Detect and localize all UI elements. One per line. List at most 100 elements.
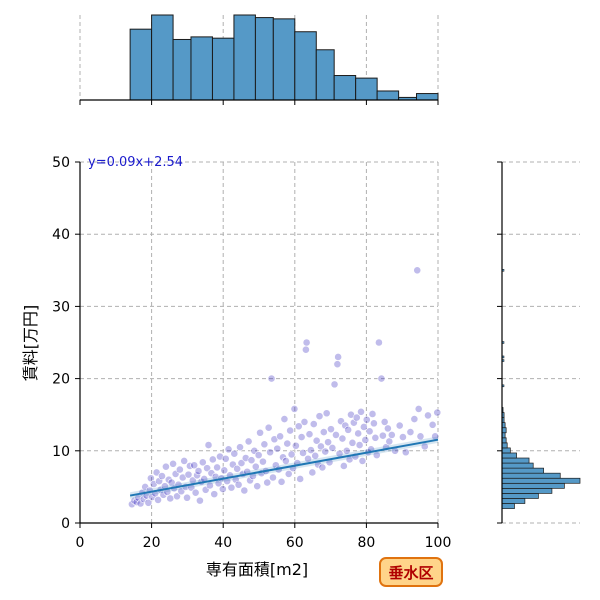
scatter-point [371, 433, 380, 442]
top-hist-bar [233, 14, 256, 101]
top-hist-bar [355, 77, 378, 101]
scatter-point [395, 421, 404, 430]
scatter-point [175, 465, 184, 474]
right-hist-bar [501, 477, 581, 484]
top-hist-bar [315, 49, 335, 101]
scatter-point [294, 422, 303, 431]
scatter-point [330, 380, 339, 389]
scatter-point [322, 409, 331, 418]
regression-line [129, 438, 439, 497]
scatter-point [341, 421, 350, 430]
scatter-point [297, 433, 306, 441]
x-tick-label: 40 [214, 535, 232, 551]
scatter-point [365, 427, 374, 436]
scatter-point [234, 480, 243, 489]
scatter-point [312, 436, 321, 445]
scatter-point [375, 338, 383, 347]
scatter-point [385, 437, 394, 446]
scatter-point [136, 499, 145, 508]
scatter-point [414, 405, 423, 413]
scatter-point [254, 451, 263, 460]
scatter-point [300, 418, 309, 426]
scatter-point [338, 434, 347, 443]
scatter-point [230, 449, 239, 458]
scatter-point [287, 450, 296, 459]
scatter-point [333, 360, 342, 369]
scatter-point [204, 441, 213, 449]
scatter-point [308, 468, 317, 477]
x-tick-label: 60 [286, 535, 304, 551]
scatter-point [256, 428, 264, 437]
scatter-point [152, 468, 161, 477]
scatter-point [220, 466, 229, 475]
top-hist-bar [190, 36, 213, 101]
scatter-point [410, 415, 419, 423]
top-hist-bar [129, 28, 153, 101]
scatter-point [299, 449, 307, 457]
scatter-point [352, 413, 361, 422]
scatter-point [328, 444, 337, 452]
x-axis-title: 専有面積[m2] [206, 560, 308, 579]
scatter-point [377, 374, 386, 383]
scatter-point [180, 457, 189, 465]
scatter-point [342, 446, 351, 455]
y-tick-label: 10 [52, 444, 70, 460]
scatter-point [321, 447, 330, 456]
scatter-point [362, 415, 371, 424]
scatter-point [203, 464, 211, 473]
y-axis-title: 賃料[万円] [21, 305, 40, 382]
scatter-point [361, 436, 370, 444]
scatter-point [247, 456, 256, 465]
scatter-point [244, 437, 253, 446]
scatter-point [266, 448, 274, 457]
y-tick-label: 0 [61, 516, 70, 532]
scatter-point [158, 472, 166, 480]
scatter-point [173, 492, 181, 501]
scatter-point [253, 482, 262, 491]
district-badge-label: 垂水区 [388, 564, 433, 582]
scatter-point [357, 407, 365, 416]
scatter-point [433, 408, 442, 417]
scatter-point [307, 446, 315, 454]
right-hist-bar [501, 452, 517, 459]
scatter-point [267, 374, 276, 383]
scatter-point [184, 470, 193, 479]
scatter-points [128, 266, 442, 509]
top-hist-bar [333, 75, 357, 101]
scatter-point [428, 420, 437, 429]
scatter-point [416, 432, 425, 441]
main-axes: 0 20 40 60 80 100 0 10 20 30 40 50 [52, 155, 451, 551]
top-hist-bar [272, 18, 296, 101]
scatter-point [264, 423, 273, 432]
scatter-point [355, 441, 364, 449]
right-hist-bar [501, 472, 561, 479]
scatter-point [332, 431, 340, 439]
scatter-point [339, 462, 348, 470]
scatter-point [190, 461, 199, 470]
scatter-point [210, 490, 219, 499]
scatter-point [286, 426, 295, 435]
scatter-point [327, 425, 335, 434]
scatter-point [401, 448, 410, 457]
scatter-point [334, 353, 343, 361]
right-hist-bar [501, 503, 515, 509]
scatter-point [383, 424, 392, 433]
right-hist-bar [501, 427, 507, 434]
scatter-point [191, 488, 200, 497]
scatter-point [309, 420, 318, 428]
scatter-point [344, 425, 353, 434]
y-tick-label: 20 [52, 372, 70, 388]
scatter-point [224, 445, 233, 454]
scatter-point [216, 452, 224, 461]
scatter-point [276, 432, 285, 441]
scatter-point [221, 454, 230, 463]
scatter-point [166, 494, 175, 503]
scatter-point [283, 439, 292, 448]
scatter-point [311, 451, 320, 460]
top-hist-bar [211, 37, 235, 101]
scatter-point [260, 440, 269, 449]
scatter-point [380, 418, 389, 426]
scatter-point [413, 266, 422, 275]
top-hist-bar [151, 14, 174, 101]
